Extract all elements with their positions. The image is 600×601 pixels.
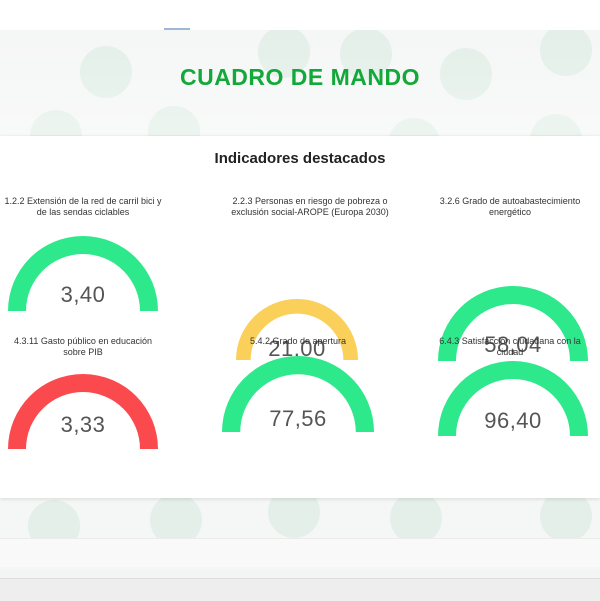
gauge-value: 96,40 bbox=[484, 408, 542, 433]
decorative-circle bbox=[150, 494, 202, 546]
gauge-label: 3.2.6 Grado de autoabastecimiento energé… bbox=[439, 196, 581, 217]
page-title: CUADRO DE MANDO bbox=[179, 64, 421, 90]
highlighted-indicators-card: Indicadores destacados 1.2.2 Extensión d… bbox=[0, 136, 600, 498]
decorative-circle bbox=[80, 46, 132, 98]
gauge-card[interactable]: 6.4.3 Satisfacción ciudadana con la ciud… bbox=[430, 336, 590, 446]
gauge-value: 3,33 bbox=[60, 412, 106, 437]
decorative-circle bbox=[390, 492, 442, 544]
top-bar bbox=[0, 0, 600, 31]
bottom-bar bbox=[0, 578, 600, 601]
gauge-arc-path bbox=[8, 236, 158, 311]
hero-overlay bbox=[0, 30, 600, 135]
gauge-card[interactable]: 1.2.2 Extensión de la red de carril bici… bbox=[3, 196, 163, 311]
gauge-value: 3,40 bbox=[60, 282, 106, 307]
decorative-circle bbox=[258, 30, 310, 78]
gauge-arc bbox=[438, 361, 588, 436]
gauge-arc bbox=[8, 236, 158, 311]
gauge-arc-path bbox=[438, 286, 588, 361]
gauge-arc-path bbox=[438, 361, 588, 436]
decorative-circle bbox=[540, 490, 592, 542]
gauge-value: 77,56 bbox=[269, 406, 327, 431]
gauge-card[interactable]: 2.2.3 Personas en riesgo de pobreza o ex… bbox=[230, 196, 390, 361]
decorative-circle bbox=[440, 48, 492, 100]
gauge-label: 5.4.2 Grado de apertura bbox=[249, 336, 347, 346]
gauge-card[interactable]: 4.3.11 Gasto público en educación sobre … bbox=[3, 336, 163, 449]
footer-strip bbox=[0, 538, 600, 567]
gauge-label: 4.3.11 Gasto público en educación sobre … bbox=[14, 336, 152, 357]
gauge-label: 6.4.3 Satisfacción ciudadana con la ciud… bbox=[439, 336, 581, 357]
gauge-arc bbox=[8, 374, 158, 449]
gauge-arc-path bbox=[222, 356, 374, 432]
gauge-arc bbox=[236, 299, 358, 360]
gauge-label: 2.2.3 Personas en riesgo de pobreza o ex… bbox=[231, 196, 389, 217]
gauge-card[interactable]: 3.2.6 Grado de autoabastecimiento energé… bbox=[430, 196, 590, 361]
gauge-arc bbox=[438, 286, 588, 361]
gauge-card[interactable]: 5.4.2 Grado de apertura 77,56 bbox=[218, 336, 378, 446]
decorative-circle bbox=[340, 30, 392, 80]
gauge-arc bbox=[222, 356, 374, 432]
decorative-circle bbox=[540, 30, 592, 76]
card-title: Indicadores destacados bbox=[214, 150, 386, 167]
gauge-arc-path bbox=[236, 299, 358, 360]
active-tab-indicator bbox=[164, 28, 190, 31]
gauge-value: 58,04 bbox=[484, 332, 542, 357]
gauge-label: 1.2.2 Extensión de la red de carril bici… bbox=[4, 196, 162, 217]
gauge-arc-path bbox=[8, 374, 158, 449]
